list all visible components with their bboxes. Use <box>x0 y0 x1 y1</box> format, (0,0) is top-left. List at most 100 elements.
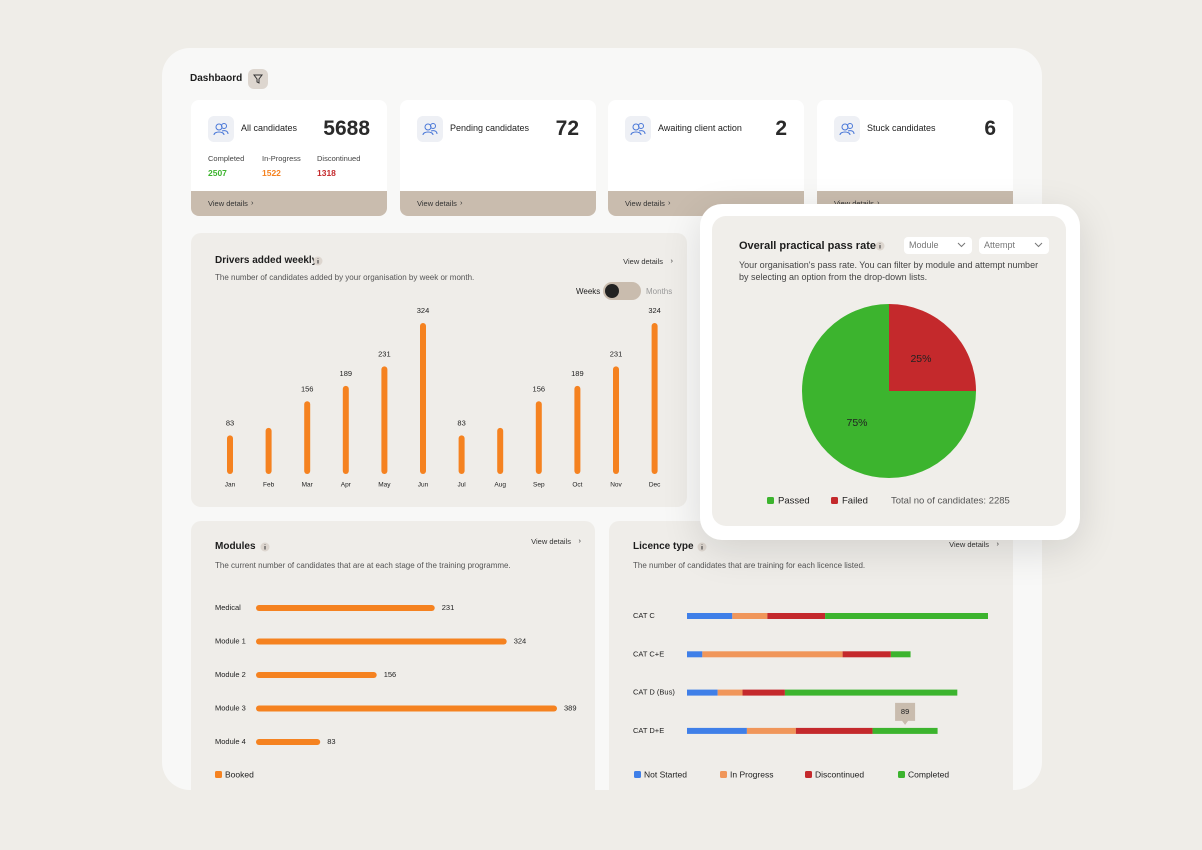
value-label: 324 <box>648 306 661 315</box>
bar <box>458 435 465 474</box>
bar <box>256 605 435 611</box>
breakdown-label: In-Progress <box>262 154 301 163</box>
chart-subtitle: The number of candidates that are traini… <box>633 561 866 570</box>
view-details[interactable]: View details <box>208 199 248 208</box>
bar <box>256 672 377 678</box>
y-tick-label: Module 2 <box>215 670 246 679</box>
bar-segment <box>795 727 873 734</box>
dropdown-label: Attempt <box>984 240 1016 250</box>
view-details[interactable]: View details <box>834 199 874 208</box>
bar <box>265 427 272 474</box>
legend-label: Booked <box>225 769 254 779</box>
view-details[interactable]: View details <box>417 199 457 208</box>
legend-label: Passed <box>778 496 810 507</box>
value-label: 189 <box>571 369 584 378</box>
card-icon <box>208 116 234 142</box>
view-details[interactable]: View details <box>949 540 989 549</box>
bar-segment <box>702 651 843 658</box>
info-icon[interactable] <box>697 542 707 552</box>
bar-segment <box>872 727 938 734</box>
card-icon <box>417 116 443 142</box>
modules-panel: Medical 231 Module 1 324 Module 2 156 Module 3… <box>191 521 595 790</box>
card-label: Pending candidates <box>450 123 530 133</box>
bar <box>651 323 658 474</box>
chart-subtitle: Your organisation's pass rate. You can f… <box>739 260 1039 282</box>
bar <box>342 385 349 474</box>
bar <box>304 401 311 474</box>
info-icon[interactable] <box>260 542 270 552</box>
bar-segment <box>687 613 733 619</box>
bar-segment <box>767 613 826 619</box>
info-icon[interactable] <box>875 241 885 251</box>
bar-segment <box>687 727 747 734</box>
view-details[interactable]: View details <box>625 199 665 208</box>
breakdown-label: Discontinued <box>317 154 361 163</box>
value-label: 231 <box>610 349 623 358</box>
chevron: › <box>668 198 671 207</box>
x-tick-label: Oct <box>572 482 582 489</box>
y-tick-label: Medical <box>215 603 241 612</box>
x-tick-label: Jul <box>457 482 466 489</box>
legend-label: Discontinued <box>815 769 864 779</box>
pie-chart: 75% 25% Passed Failed Total no of candidates… <box>767 304 1010 507</box>
value-label: 231 <box>378 349 391 358</box>
x-tick-label: Jan <box>225 482 236 489</box>
y-tick-label: Module 1 <box>215 636 246 645</box>
card-value: 6 <box>984 117 996 140</box>
chevron: › <box>251 198 254 207</box>
stat-card: Awaiting client action 2 View details › <box>608 100 804 216</box>
legend-swatch <box>898 771 905 778</box>
legend-label: Failed <box>842 496 868 507</box>
module-dropdown[interactable]: Module <box>904 237 972 254</box>
toggle-option[interactable]: Months <box>646 287 673 296</box>
breakdown-value: 1522 <box>262 168 281 178</box>
value-label: 189 <box>340 369 353 378</box>
card-value: 2 <box>775 117 787 140</box>
info-icon[interactable] <box>313 256 323 266</box>
view-details[interactable]: View details <box>623 257 663 266</box>
legend-swatch <box>634 771 641 778</box>
bar <box>613 366 619 474</box>
filter-button[interactable] <box>248 69 268 89</box>
pie-slice <box>889 304 976 391</box>
bar-segment <box>825 613 988 619</box>
value-label: 324 <box>514 636 527 645</box>
stat-card: Pending candidates 72 View details › <box>400 100 596 216</box>
y-tick-label: Module 4 <box>215 737 246 746</box>
toggle-option[interactable]: Weeks <box>576 287 601 296</box>
chart-title: Licence type <box>633 541 694 552</box>
chart-subtitle: The current number of candidates that ar… <box>215 561 511 570</box>
filter-icon <box>253 74 263 84</box>
legend-label: Not Started <box>644 769 687 779</box>
attempt-dropdown[interactable]: Attempt <box>979 237 1049 254</box>
chevron: › <box>460 198 463 207</box>
y-tick-label: CAT D+E <box>633 726 664 735</box>
value-label: 25% <box>910 353 931 365</box>
view-details[interactable]: View details <box>531 537 571 546</box>
bar <box>574 385 581 474</box>
stat-card: Stuck candidates 6 View details› <box>817 100 1013 216</box>
dropdown-label: Module <box>909 240 939 250</box>
toggle-switch[interactable] <box>603 282 641 300</box>
breakdown-value: 2507 <box>208 168 227 178</box>
bar <box>256 739 321 745</box>
chart-title: Overall practical pass rate <box>739 240 876 252</box>
weekly-chart: 83 Jan Feb 156 Mar 189 Apr 231 May 324 Jun 83 Jul Aug… <box>225 306 661 489</box>
tooltip <box>895 702 916 725</box>
bar-segment <box>742 689 785 696</box>
legend-swatch <box>805 771 812 778</box>
card-label: Awaiting client action <box>658 123 742 133</box>
x-tick-label: Jun <box>418 482 429 489</box>
x-tick-label: Feb <box>263 482 275 489</box>
bar <box>420 323 426 474</box>
card-label: Stuck candidates <box>867 123 936 133</box>
chevron: › <box>996 539 1000 548</box>
card-value: 5688 <box>323 117 370 140</box>
stat-card: All candidates 5688 Completed In-Progres… <box>191 100 387 216</box>
bar-segment <box>842 651 891 658</box>
value-label: 324 <box>417 306 430 315</box>
x-tick-label: Aug <box>494 482 506 489</box>
chart-subtitle: The number of candidates added by your o… <box>215 273 475 282</box>
bar <box>256 705 557 712</box>
